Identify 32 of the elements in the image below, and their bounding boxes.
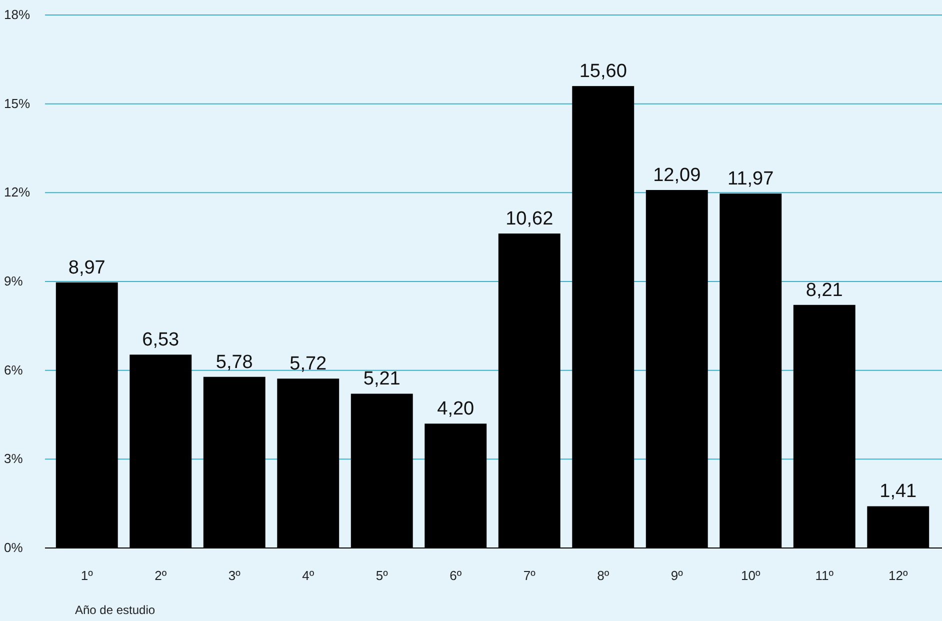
x-axis-title: Año de estudio xyxy=(75,603,156,617)
y-tick-label: 15% xyxy=(4,96,30,111)
data-label: 5,21 xyxy=(363,368,400,390)
x-tick-label: 12º xyxy=(888,568,908,583)
data-label: 8,21 xyxy=(806,280,843,301)
data-label: 1,41 xyxy=(880,481,917,502)
x-tick-label: 10º xyxy=(741,568,760,583)
data-label: 15,60 xyxy=(579,61,627,82)
data-label: 4,20 xyxy=(437,398,474,420)
data-label: 6,53 xyxy=(142,330,180,351)
y-tick-label: 9% xyxy=(4,274,24,288)
x-tick-label: 11º xyxy=(815,568,834,583)
x-tick-label: 4º xyxy=(302,568,314,583)
x-tick-label: 9º xyxy=(670,568,684,583)
y-tick-label: 0% xyxy=(4,540,24,555)
x-tick-label: 6º xyxy=(450,568,462,583)
data-label: 12,09 xyxy=(653,165,701,186)
data-label: 11,97 xyxy=(728,168,774,190)
data-label: 5,72 xyxy=(290,354,327,375)
x-tick-label: 7º xyxy=(523,568,536,583)
y-tick-label: 3% xyxy=(4,451,24,466)
x-tick-label: 5º xyxy=(376,568,388,583)
y-tick-label: 6% xyxy=(4,362,24,378)
x-tick-label: 3º xyxy=(228,568,241,583)
y-tick-label: 12% xyxy=(4,184,30,200)
x-tick-label: 8º xyxy=(597,568,610,583)
data-label: 5,78 xyxy=(216,352,253,373)
data-label: 10,62 xyxy=(506,208,554,230)
y-tick-label: 18% xyxy=(4,7,30,22)
data-label: 8,97 xyxy=(68,257,106,278)
x-tick-label: 1º xyxy=(80,568,94,583)
x-tick-label: 2º xyxy=(154,568,167,583)
